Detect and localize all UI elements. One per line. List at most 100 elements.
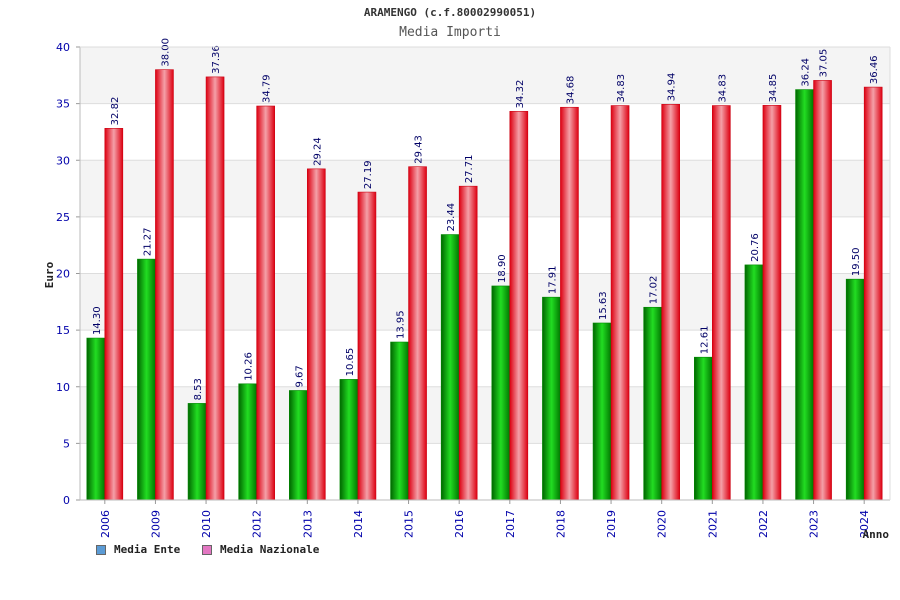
x-tick-label: 2016: [453, 510, 466, 538]
bar-media-ente: [390, 341, 409, 501]
x-tick-label: 2018: [554, 510, 567, 538]
y-tick-label: 5: [63, 437, 70, 450]
x-tick-label: 2022: [757, 510, 770, 538]
data-label: 34.32: [515, 80, 526, 109]
bar-media-ente: [440, 234, 460, 501]
y-tick-label: 40: [56, 41, 70, 54]
data-label: 34.83: [616, 74, 627, 103]
x-tick-label: 2009: [149, 510, 162, 538]
x-tick-label: 2014: [352, 510, 365, 538]
bar-media-ente: [592, 322, 612, 501]
bar-media-nazionale: [560, 106, 579, 501]
bar-media-nazionale: [155, 69, 174, 501]
data-label: 29.24: [312, 137, 323, 166]
bar-media-ente: [795, 89, 814, 501]
y-tick-label: 30: [56, 154, 70, 167]
legend-label: Media Nazionale: [220, 543, 320, 556]
x-tick-label: 2006: [99, 510, 112, 538]
data-label: 36.46: [869, 55, 880, 84]
bar-media-ente: [491, 285, 511, 501]
data-label: 17.02: [649, 276, 660, 305]
bar-media-nazionale: [712, 105, 731, 501]
bar-media-nazionale: [610, 105, 630, 501]
data-label: 19.50: [851, 248, 862, 277]
bar-media-ente: [542, 296, 561, 501]
x-tick-label: 2013: [301, 510, 314, 538]
y-axis-label: Euro: [43, 261, 56, 288]
data-label: 32.82: [110, 97, 121, 126]
data-label: 27.19: [363, 160, 374, 189]
x-tick-label: 2010: [200, 510, 213, 538]
bar-media-nazionale: [813, 80, 832, 501]
bar-media-ente: [744, 264, 764, 501]
data-label: 34.68: [565, 76, 576, 105]
bar-media-nazionale: [509, 111, 529, 501]
bar-media-ente: [238, 383, 257, 501]
y-tick-label: 20: [56, 268, 70, 281]
x-tick-label: 2012: [251, 510, 264, 538]
bar-media-nazionale: [408, 166, 427, 501]
data-label: 34.94: [667, 73, 678, 102]
data-label: 29.43: [414, 135, 425, 164]
bar-media-nazionale: [863, 86, 883, 501]
legend-item-media-ente: Media Ente: [96, 543, 180, 556]
bar-media-ente: [86, 337, 106, 501]
data-label: 10.26: [244, 352, 255, 381]
data-label: 9.67: [294, 365, 305, 387]
data-label: 8.53: [193, 378, 204, 400]
bar-media-nazionale: [357, 191, 377, 501]
data-label: 27.71: [464, 155, 475, 184]
bar-media-nazionale: [762, 105, 782, 501]
bar-media-nazionale: [104, 128, 124, 501]
bar-media-nazionale: [205, 76, 225, 501]
x-axis-label: Anno: [863, 528, 890, 541]
x-tick-label: 2023: [808, 510, 821, 538]
data-label: 37.05: [819, 49, 830, 78]
y-tick-label: 10: [56, 381, 70, 394]
bar-media-ente: [643, 306, 662, 501]
x-tick-label: 2020: [656, 510, 669, 538]
data-label: 12.61: [699, 326, 710, 355]
x-tick-label: 2021: [706, 510, 719, 538]
bar-media-ente: [187, 403, 207, 501]
chart-subtitle: Media Importi: [399, 25, 501, 40]
y-tick-label: 35: [56, 98, 70, 111]
y-tick-label: 15: [56, 324, 70, 337]
bar-media-ente: [845, 278, 865, 501]
legend-swatch-icon: [202, 544, 212, 555]
data-label: 20.76: [750, 233, 761, 262]
y-tick-label: 25: [56, 211, 70, 224]
x-tick-label: 2017: [504, 510, 517, 538]
x-tick-label: 2024: [858, 510, 871, 538]
x-tick-label: 2015: [403, 510, 416, 538]
bar-media-ente: [339, 379, 359, 501]
bar-media-ente: [137, 258, 156, 501]
data-label: 17.91: [547, 266, 558, 295]
bar-media-nazionale: [661, 104, 680, 501]
data-label: 18.90: [497, 254, 508, 283]
x-tick-label: 2019: [605, 510, 618, 538]
data-label: 37.36: [211, 45, 222, 74]
data-label: 21.27: [142, 227, 153, 256]
legend-label: Media Ente: [114, 543, 181, 556]
bar-media-ente: [694, 356, 713, 501]
bar-media-nazionale: [307, 168, 326, 501]
data-label: 36.24: [801, 58, 812, 87]
data-label: 34.83: [717, 74, 728, 103]
data-label: 23.44: [446, 203, 457, 232]
legend-item-media-nazionale: Media Nazionale: [202, 543, 319, 556]
data-label: 10.65: [345, 348, 356, 377]
data-label: 13.95: [396, 310, 407, 339]
data-label: 38.00: [160, 38, 171, 67]
bar-media-ente: [289, 390, 308, 501]
chart-title: ARAMENGO (c.f.80002990051): [363, 6, 537, 19]
data-label: 15.63: [598, 291, 609, 320]
data-label: 34.85: [768, 74, 779, 103]
bar-media-nazionale: [256, 105, 275, 501]
bar-media-nazionale: [458, 185, 478, 501]
legend-swatch-icon: [96, 544, 106, 555]
data-label: 34.79: [262, 74, 273, 103]
y-tick-label: 0: [63, 494, 70, 507]
data-label: 14.30: [92, 306, 103, 335]
